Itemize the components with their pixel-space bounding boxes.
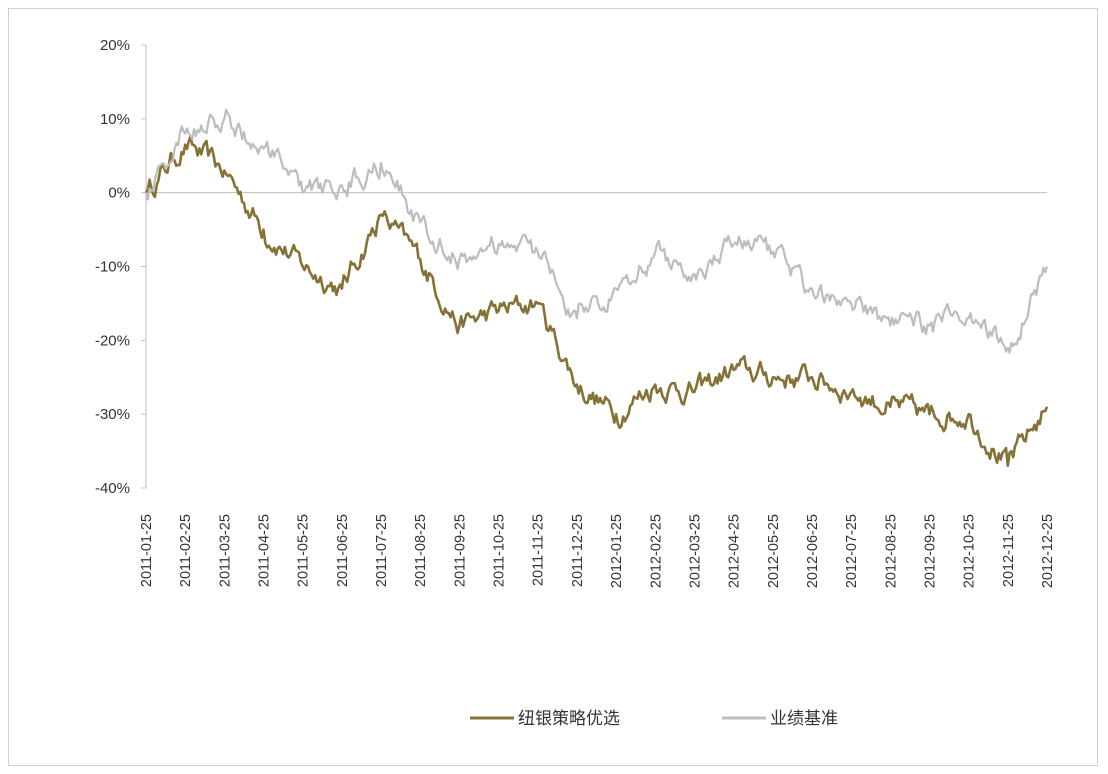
x-tick-label: 2011-11-25 — [531, 514, 547, 586]
x-tick-label: 2012-10-25 — [962, 514, 978, 588]
x-tick-label: 2012-07-25 — [844, 514, 860, 588]
x-tick-label: 2012-06-25 — [805, 514, 821, 588]
x-tick-label: 2011-09-25 — [452, 514, 468, 587]
y-tick-label: 0% — [108, 185, 130, 202]
y-tick-label: 10% — [100, 111, 130, 128]
x-tick-label: 2011-04-25 — [257, 514, 273, 587]
x-tick-label: 2012-03-25 — [687, 514, 703, 588]
y-tick-label: 20% — [100, 37, 130, 54]
x-tick-label: 2011-05-25 — [296, 514, 312, 587]
y-tick-label: -10% — [95, 259, 130, 276]
x-tick-label: 2011-08-25 — [413, 514, 429, 587]
legend-label-2: 业绩基准 — [770, 709, 838, 729]
series-line-2 — [144, 108, 1049, 354]
x-tick-label: 2012-02-25 — [648, 514, 664, 588]
x-tick-label: 2012-11-25 — [1001, 514, 1017, 587]
y-tick-label: -40% — [95, 480, 130, 497]
legend-label-1: 纽银策略优选 — [518, 709, 620, 729]
x-tick-label: 2012-12-25 — [1040, 514, 1056, 588]
series-line-1 — [144, 135, 1049, 468]
x-tick-label: 2012-05-25 — [766, 514, 782, 588]
series-layer — [144, 108, 1049, 468]
x-tick-label: 2011-12-25 — [570, 514, 586, 587]
y-axis: 20% 10% 0% -10% -20% -30% -40% — [95, 37, 147, 497]
x-tick-label: 2011-07-25 — [374, 514, 390, 587]
y-tick-label: -20% — [95, 332, 130, 349]
x-tick-label: 2012-08-25 — [883, 514, 899, 588]
x-tick-label: 2012-01-25 — [609, 514, 625, 588]
x-tick-label: 2012-09-25 — [922, 514, 938, 588]
x-tick-label: 2011-03-25 — [217, 514, 233, 587]
x-axis: 2011-01-25 2011-02-25 2011-03-25 2011-04-25… — [139, 192, 1056, 588]
x-tick-label: 2011-01-25 — [139, 514, 155, 587]
x-tick-label: 2012-04-25 — [727, 514, 743, 588]
legend: 纽银策略优选 业绩基准 — [470, 709, 838, 729]
x-tick-label: 2011-06-25 — [335, 514, 351, 587]
y-tick-label: -30% — [95, 406, 130, 423]
x-tick-label: 2011-02-25 — [178, 514, 194, 587]
x-tick-label: 2011-10-25 — [492, 514, 508, 587]
